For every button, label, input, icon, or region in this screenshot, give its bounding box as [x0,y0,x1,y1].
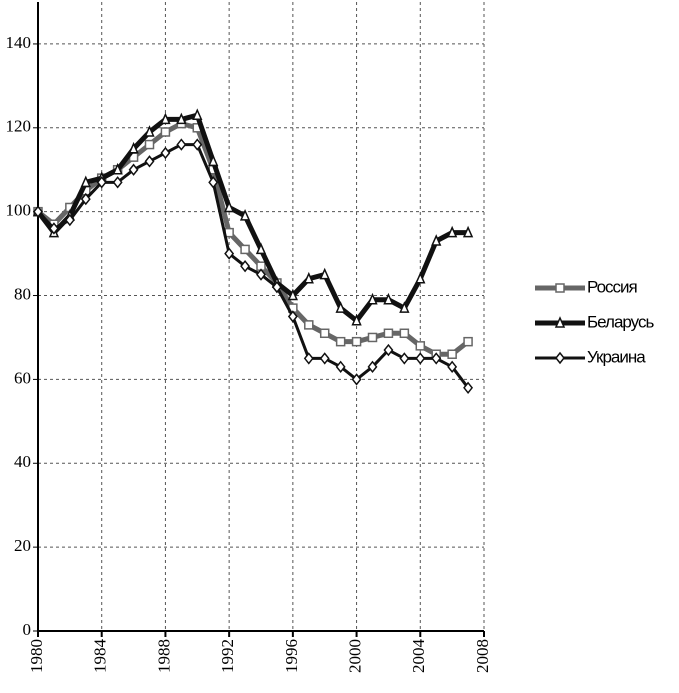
marker [319,328,330,339]
marker [383,292,394,305]
marker [383,328,394,339]
marker [176,112,187,125]
marker [463,336,473,347]
marker [367,332,378,343]
line [36,121,470,357]
marker [446,225,458,238]
y-tick-label: 0 [23,620,32,639]
marker [240,244,250,255]
y-tick-label: 20 [14,536,31,555]
y-tick-label: 100 [6,201,32,220]
marker [112,162,123,175]
marker [304,320,314,330]
marker [64,213,75,227]
marker [399,328,410,339]
marker [462,225,474,238]
marker [128,141,139,154]
marker [80,192,91,206]
x-tick-label: 1984 [91,639,110,674]
marker [351,373,362,386]
legend-label: Россия [587,277,638,296]
marker [160,127,171,137]
series [32,108,474,326]
marker [271,280,282,294]
legend-item: Украина [535,347,647,366]
marker [208,176,219,189]
marker [367,292,378,305]
marker [192,108,203,120]
y-tick-label: 140 [6,33,32,52]
marker [351,313,362,326]
x-tick-label: 2004 [409,639,428,674]
y-tick-label: 60 [14,368,31,387]
marker [144,139,155,150]
marker [399,301,410,313]
marker [144,125,155,137]
legend-label: Украина [587,347,646,366]
marker [335,301,346,313]
x-tick-label: 1980 [27,639,46,673]
marker [223,200,235,213]
marker [176,138,187,151]
marker [303,271,314,284]
marker [287,288,299,301]
marker [447,349,457,359]
marker [319,267,330,280]
series [33,138,474,394]
x-tick-label: 2008 [473,639,492,673]
marker [128,163,139,176]
marker [112,176,123,189]
marker [192,138,203,151]
x-tick-label: 1996 [282,639,301,673]
marker [208,154,219,167]
marker [319,352,330,365]
marker [431,234,442,246]
marker [399,352,410,365]
marker [144,155,155,168]
marker [555,283,565,293]
y-tick-label: 40 [14,452,31,471]
marker [431,352,442,365]
line [36,143,470,389]
marker [415,352,426,365]
marker [240,259,251,273]
legend-label: Беларусь [587,312,654,331]
marker [447,360,458,374]
marker [303,352,314,365]
marker [287,310,298,323]
marker [367,360,378,374]
marker [96,176,107,189]
marker [351,336,362,347]
marker [224,247,235,260]
series [33,118,473,359]
marker [33,205,43,218]
marker [383,343,394,357]
marker [463,381,474,394]
x-tick-label: 1992 [218,639,237,673]
marker [554,316,566,328]
line [36,112,469,324]
marker [335,336,346,347]
y-tick-label: 80 [14,284,31,303]
marker [160,112,171,125]
x-tick-label: 1988 [154,639,173,673]
marker [239,209,251,221]
marker [415,271,426,284]
legend-item: Беларусь [535,312,655,331]
marker [48,222,59,235]
x-tick-label: 2000 [345,639,364,673]
marker [256,268,266,281]
marker [160,146,171,160]
marker [335,360,346,374]
y-tick-label: 120 [6,117,32,136]
marker [555,351,565,365]
marker [80,175,91,188]
marker [255,242,267,255]
marker [415,341,426,351]
legend-item: Россия [535,277,639,296]
